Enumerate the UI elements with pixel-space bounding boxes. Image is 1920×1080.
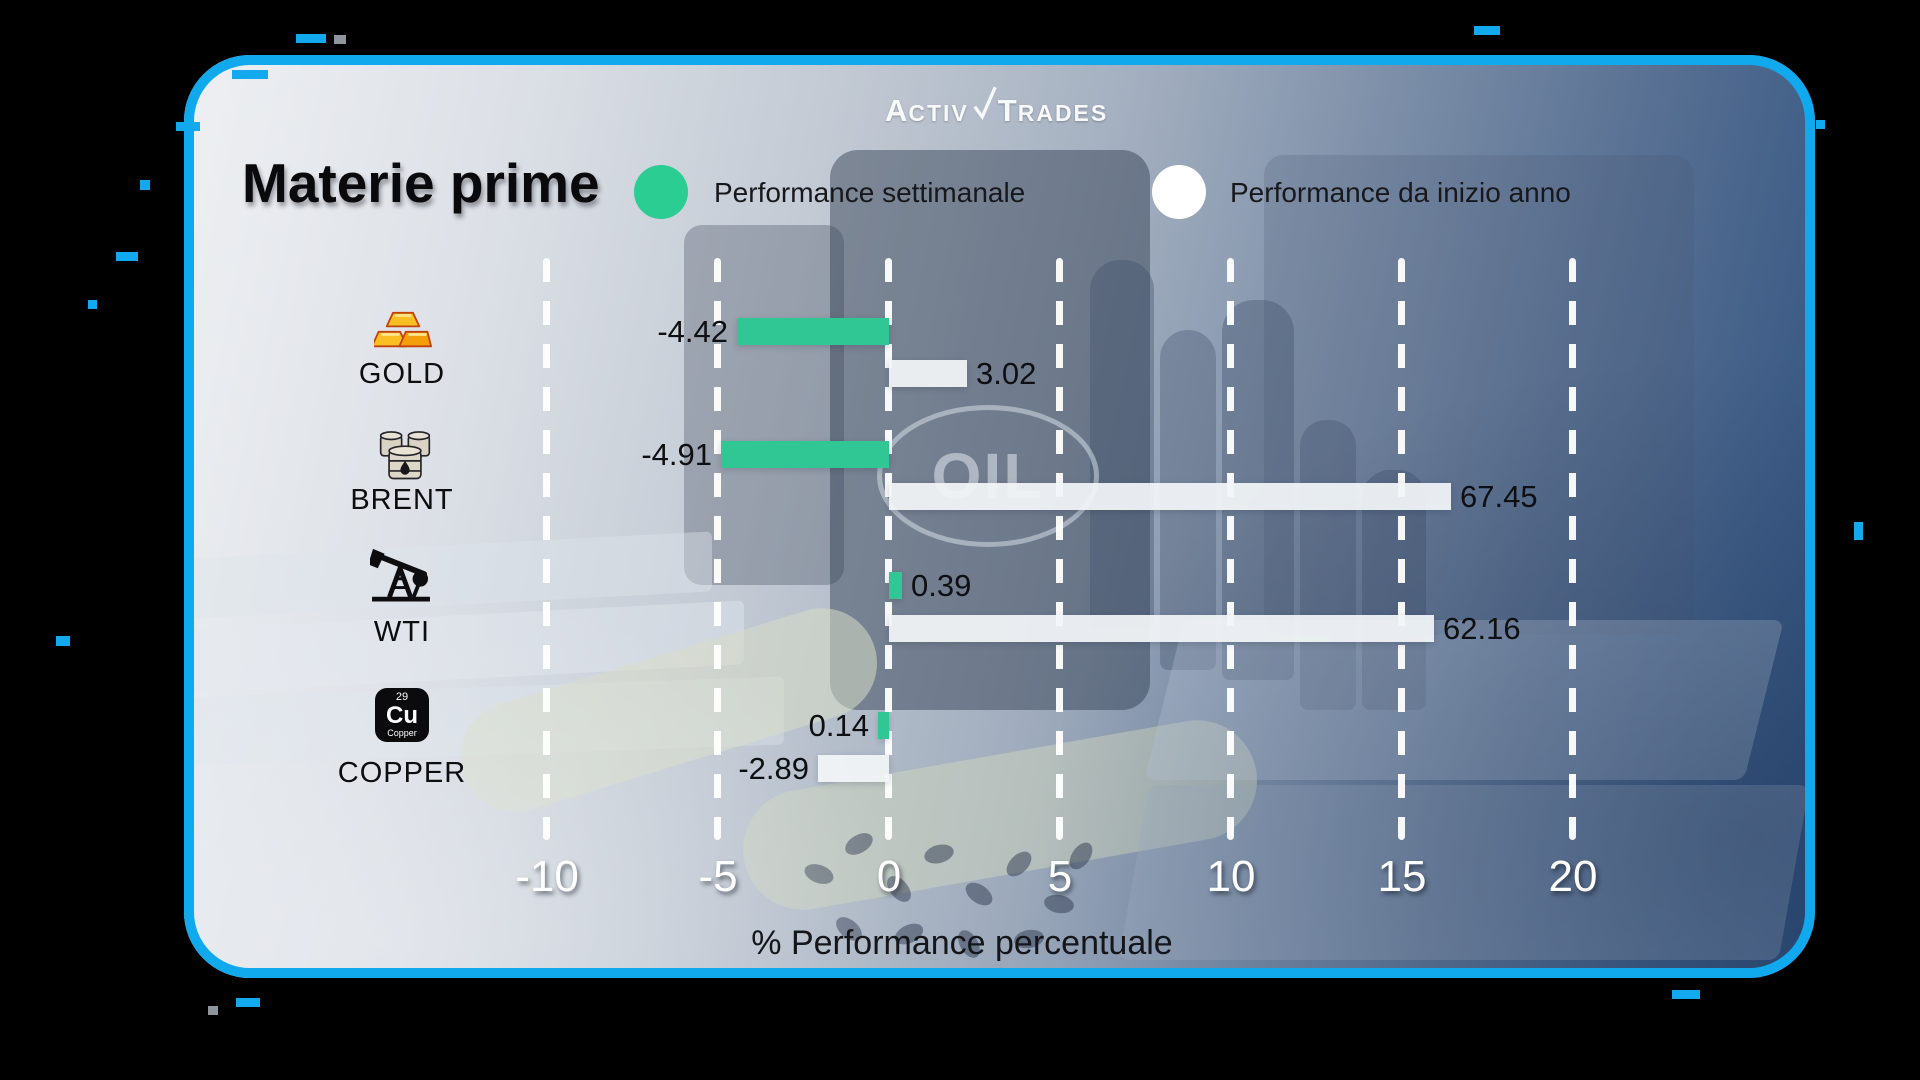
background-pipes: [1264, 155, 1694, 635]
legend-weekly-dot: [634, 165, 688, 219]
background-pipe: [1300, 420, 1356, 710]
x-tick-10: 10: [1206, 852, 1256, 901]
category-label-wti: WTI: [373, 616, 431, 648]
glitch-artifact: [296, 34, 326, 43]
brent-ytd-bar: [889, 483, 1451, 510]
background-oil-barrel: [684, 225, 844, 585]
glitch-artifact: [1854, 522, 1863, 540]
copper-caption: Copper: [387, 728, 417, 738]
brent-weekly-value: -4.91: [641, 437, 712, 472]
glitch-artifact: [56, 636, 70, 646]
logo-text: RADES: [1017, 100, 1109, 126]
gold-ytd-value: 3.02: [976, 356, 1037, 391]
gridline-20: [1569, 258, 1576, 840]
glitch-artifact: [232, 70, 268, 79]
glitch-artifact: [1816, 120, 1825, 129]
category-label-copper: COPPER: [337, 757, 467, 789]
logo-check-icon: [973, 86, 997, 121]
glitch-artifact: [116, 252, 138, 261]
brent-ytd-value: 67.45: [1460, 479, 1538, 514]
x-axis-title: % Performance percentuale: [751, 924, 1173, 962]
glitch-artifact: [176, 122, 200, 131]
background-photo: OIL: [184, 55, 1815, 978]
gold-ytd-bar: [889, 360, 967, 387]
wti-ytd-bar: [889, 615, 1434, 642]
logo-text: A: [885, 93, 909, 128]
gold-bars-icon: [371, 310, 432, 355]
glitch-artifact: [236, 998, 260, 1007]
background-silver-bar: [192, 531, 712, 619]
gridline-0: [885, 258, 892, 840]
category-label-gold: GOLD: [358, 358, 446, 390]
glitch-artifact: [1672, 990, 1700, 999]
wti-weekly-bar: [889, 572, 902, 599]
copper-symbol: Cu: [386, 702, 418, 729]
legend-ytd-label: Performance da inizio anno: [1230, 177, 1571, 208]
logo-text: CTIV: [908, 100, 969, 126]
brent-weekly-bar: [721, 441, 889, 468]
glitch-artifact: [334, 35, 346, 44]
glitch-artifact: [88, 300, 97, 309]
background-oil-label: OIL: [877, 405, 1099, 547]
x-tick-5: 5: [1047, 852, 1073, 901]
legend-weekly-label: Performance settimanale: [714, 177, 1026, 208]
wti-weekly-value: 0.39: [911, 568, 972, 603]
page-title: Materie prime: [242, 152, 600, 214]
gridline-5: [1056, 258, 1063, 840]
copper-atomic-number: 29: [395, 691, 409, 703]
gridline--5: [714, 258, 721, 840]
gold-weekly-value: -4.42: [657, 314, 728, 349]
gold-weekly-bar: [737, 318, 889, 345]
copper-element-icon: 29 Cu Copper: [375, 688, 429, 742]
x-tick--5: -5: [698, 852, 738, 901]
background-pipe: [1090, 260, 1154, 630]
oil-barrels-icon: [378, 429, 432, 486]
copper-weekly-value: 0.14: [808, 708, 869, 743]
wti-ytd-value: 62.16: [1443, 611, 1521, 646]
chart-panel: OIL A CTIV T RADES Materie prime Performanc…: [184, 55, 1815, 978]
copper-ytd-value: -2.89: [738, 751, 809, 786]
gridline--10: [543, 258, 550, 840]
x-tick-0: 0: [876, 852, 902, 901]
gridline-10: [1227, 258, 1234, 840]
gridline-15: [1398, 258, 1405, 840]
x-tick--10: -10: [515, 852, 579, 901]
copper-weekly-bar: [878, 712, 889, 739]
glitch-artifact: [1474, 26, 1500, 35]
glitch-artifact: [208, 1006, 218, 1015]
oil-pump-jack-icon: [368, 547, 432, 608]
legend-ytd-dot: [1152, 165, 1206, 219]
glitch-artifact: [140, 180, 150, 190]
logo-text: T: [997, 93, 1018, 128]
x-tick-15: 15: [1377, 852, 1427, 901]
category-label-brent: BRENT: [350, 484, 454, 516]
x-tick-20: 20: [1548, 852, 1598, 901]
activtrades-logo: A CTIV T RADES: [885, 85, 1108, 129]
copper-ytd-bar: [818, 755, 889, 782]
